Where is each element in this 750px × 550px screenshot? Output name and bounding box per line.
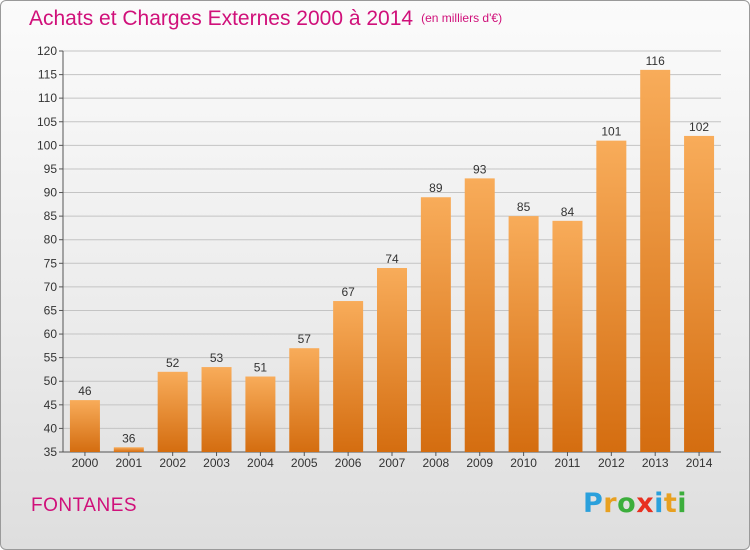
chart-unit: (en milliers d'€) [421, 11, 503, 25]
bar-value-label: 51 [254, 361, 268, 375]
x-tick-label: 2007 [379, 456, 406, 470]
x-tick-label: 2013 [642, 456, 669, 470]
logo-letter: i [654, 488, 664, 519]
bar-value-label: 116 [646, 54, 665, 68]
x-tick-label: 2003 [203, 456, 230, 470]
y-tick-label: 45 [44, 398, 58, 412]
y-tick-label: 110 [38, 91, 57, 105]
x-tick-label: 2004 [247, 456, 274, 470]
labels: 35 40 45 50 55 60 65 70 75 80 85 90 95 100 105 110 115 12… [37, 44, 713, 470]
y-tick-label: 60 [44, 327, 58, 341]
bar-value-label: 89 [429, 181, 443, 195]
y-tick-label: 120 [37, 44, 57, 58]
bar-value-label: 102 [689, 120, 709, 134]
y-tick-label: 85 [44, 209, 58, 223]
x-tick-label: 2002 [159, 456, 186, 470]
bar [640, 69, 671, 452]
logo-letter: i [677, 488, 688, 519]
bars [69, 69, 715, 452]
bar [69, 400, 100, 452]
logo-letter: r [603, 488, 618, 519]
logo-letter: o [617, 488, 637, 519]
y-tick-label: 90 [44, 186, 58, 200]
proxiti-logo[interactable]: Proxiti [583, 488, 687, 519]
chart-title: Achats et Charges Externes 2000 à 2014 (e… [29, 7, 502, 31]
logo-letter: t [663, 488, 678, 519]
x-tick-label: 2008 [423, 456, 450, 470]
x-tick-label: 2001 [115, 456, 142, 470]
bar-value-label: 46 [78, 384, 92, 398]
bar [420, 197, 451, 452]
x-tick-label: 2011 [555, 456, 581, 470]
bar [552, 220, 583, 452]
y-tick-label: 105 [37, 115, 57, 129]
y-tick-label: 70 [44, 280, 58, 294]
y-tick-label: 40 [44, 421, 58, 435]
logo-letter: x [636, 488, 655, 519]
bar-value-label: 53 [210, 351, 224, 365]
bar [596, 140, 627, 452]
x-tick-label: 2005 [291, 456, 318, 470]
bar-value-label: 93 [473, 162, 487, 176]
x-tick-label: 2006 [335, 456, 362, 470]
y-tick-label: 75 [44, 256, 58, 270]
x-tick-label: 2000 [72, 456, 99, 470]
bar-value-label: 36 [122, 431, 136, 445]
bar-value-label: 84 [561, 205, 575, 219]
y-tick-label: 80 [44, 233, 58, 247]
logo-letter: P [583, 488, 604, 519]
bar-value-label: 57 [298, 332, 312, 346]
bar [464, 178, 495, 452]
x-tick-label: 2009 [466, 456, 493, 470]
x-tick-label: 2012 [598, 456, 625, 470]
bar-value-label: 74 [385, 252, 399, 266]
y-tick-label: 95 [44, 162, 58, 176]
y-tick-label: 50 [44, 374, 58, 388]
chart-title-text: Achats et Charges Externes 2000 à 2014 [29, 7, 414, 30]
bar-value-label: 67 [341, 285, 355, 299]
bar [289, 348, 320, 452]
bar [684, 135, 715, 452]
bar-value-label: 52 [166, 356, 180, 370]
x-tick-label: 2010 [510, 456, 537, 470]
bar [245, 376, 276, 452]
bar-value-label: 101 [601, 125, 621, 139]
y-tick-label: 100 [37, 138, 57, 152]
y-tick-label: 65 [44, 303, 58, 317]
bar [377, 268, 407, 452]
bar-value-label: 85 [517, 200, 531, 214]
y-tick-label: 115 [38, 68, 57, 82]
bar [201, 367, 232, 452]
bar [333, 301, 364, 452]
x-tick-label: 2014 [686, 456, 713, 470]
city-name: FONTANES [31, 495, 138, 516]
bar [113, 447, 144, 452]
bar [157, 371, 188, 452]
y-tick-label: 35 [44, 445, 58, 459]
bar [508, 216, 539, 452]
y-tick-label: 55 [44, 351, 58, 365]
